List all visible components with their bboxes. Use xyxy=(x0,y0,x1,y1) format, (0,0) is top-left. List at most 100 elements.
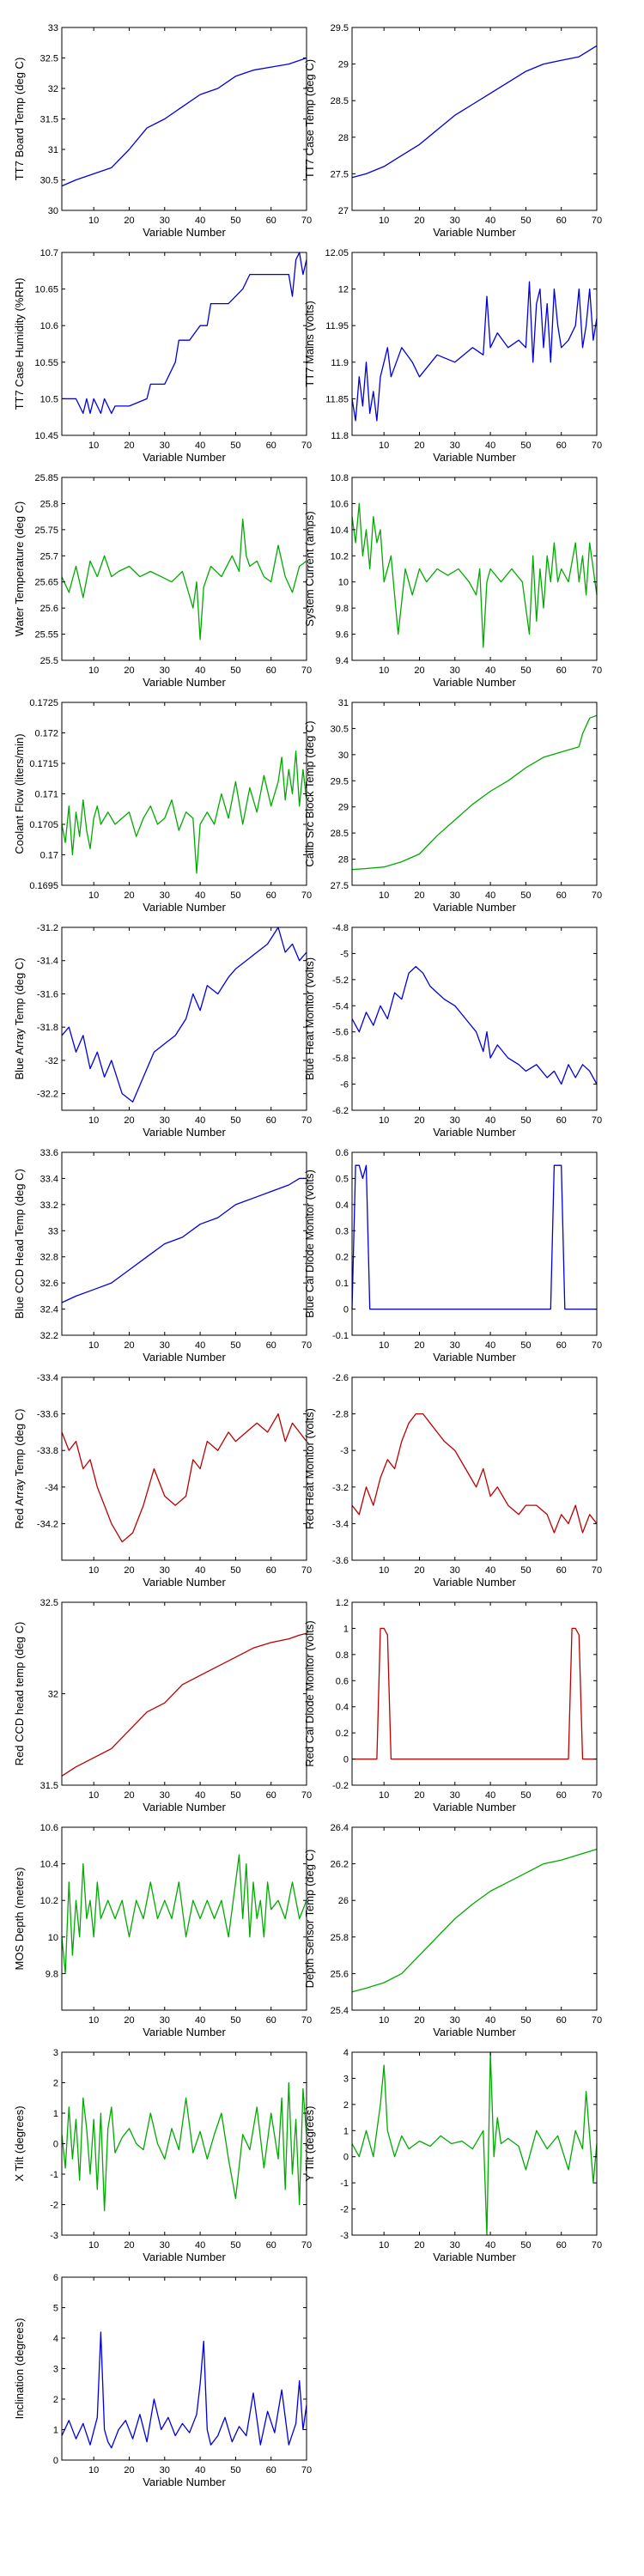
x-tick-label: 50 xyxy=(230,2465,240,2476)
x-tick-label: 50 xyxy=(230,440,240,451)
y-tick-label: 2 xyxy=(53,2395,58,2405)
x-tick-label: 40 xyxy=(485,2015,495,2026)
chart-panel: 10 20 30 40 50 60 70 25.4 25.6 25.8 26 26.2 26.4 Vari… xyxy=(303,1823,602,2038)
x-tick-label: 70 xyxy=(592,1790,602,1801)
x-tick-label: 40 xyxy=(485,216,495,226)
x-tick-label: 30 xyxy=(160,1115,170,1126)
x-tick-label: 70 xyxy=(592,2240,602,2251)
y-tick-label: 0.2 xyxy=(336,1253,349,1263)
axes-frame xyxy=(61,1376,307,1561)
y-tick-label: 6 xyxy=(53,2273,58,2283)
axes-frame xyxy=(61,927,307,1111)
x-tick-label: 40 xyxy=(195,1565,205,1576)
y-tick-label: 5 xyxy=(53,2304,58,2314)
x-tick-label: 40 xyxy=(485,440,495,451)
y-axis-label: Red CCD head temp (deg C) xyxy=(13,1622,26,1766)
chart-panel: 10 20 30 40 50 60 70 -34.2 -34 -33.8 -33.6 -33.4 Var… xyxy=(13,1373,312,1589)
series-line xyxy=(351,1413,598,1534)
y-tick-label: -3 xyxy=(340,1446,349,1456)
x-axis-label: Variable Number xyxy=(433,2251,516,2263)
y-tick-label: 31.5 xyxy=(40,115,58,125)
axes-frame xyxy=(61,1601,307,1786)
x-tick-label: 50 xyxy=(230,1790,240,1801)
x-tick-label: 60 xyxy=(266,1790,276,1801)
x-tick-label: 60 xyxy=(556,2240,567,2251)
x-tick-label: 10 xyxy=(379,216,389,226)
x-tick-label: 70 xyxy=(592,440,602,451)
y-axis-label: TT7 Case Humidity (%RH) xyxy=(13,278,26,410)
x-tick-label: 70 xyxy=(301,2465,312,2476)
y-tick-label: 25.5 xyxy=(40,656,58,666)
y-tick-label: 12 xyxy=(338,285,349,295)
x-tick-label: 40 xyxy=(485,665,495,676)
y-tick-label: 27.5 xyxy=(331,169,349,179)
y-tick-label: 3 xyxy=(343,2074,349,2084)
x-tick-label: 70 xyxy=(592,1565,602,1576)
y-tick-label: 10.2 xyxy=(40,1896,58,1906)
chart-panel: 10 20 30 40 50 60 70 11.8 11.85 11.9 11.95 12 12.05 V… xyxy=(303,248,602,464)
x-tick-label: 20 xyxy=(414,2015,424,2026)
x-axis-label: Variable Number xyxy=(143,2026,226,2038)
y-tick-label: 25.7 xyxy=(40,551,58,562)
x-tick-label: 10 xyxy=(379,440,389,451)
y-tick-label: 29 xyxy=(338,803,349,813)
x-tick-label: 60 xyxy=(266,1565,276,1576)
y-tick-label: -0.2 xyxy=(332,1781,349,1791)
x-tick-label: 30 xyxy=(160,2240,170,2251)
x-tick-label: 40 xyxy=(485,890,495,901)
x-tick-label: 10 xyxy=(379,1790,389,1801)
y-tick-label: 11.9 xyxy=(331,358,349,368)
x-tick-label: 20 xyxy=(124,216,134,226)
x-tick-label: 60 xyxy=(556,2015,567,2026)
x-tick-label: 30 xyxy=(160,2015,170,2026)
y-tick-label: 25.55 xyxy=(34,630,58,641)
y-tick-label: 9.8 xyxy=(336,604,349,614)
axes-frame xyxy=(351,1151,598,1336)
x-tick-label: 50 xyxy=(520,1790,531,1801)
y-tick-label: 32.4 xyxy=(40,1305,58,1315)
x-tick-label: 10 xyxy=(88,665,99,676)
x-tick-label: 10 xyxy=(379,1115,389,1126)
x-axis-label: Variable Number xyxy=(143,676,226,689)
x-tick-label: 20 xyxy=(414,216,424,226)
x-tick-label: 40 xyxy=(195,2015,205,2026)
chart-panel: 10 20 30 40 50 60 70 -0.2 0 0.2 0.4 0.6 0.8 1 1.2 Varia… xyxy=(303,1598,602,1814)
x-tick-label: 10 xyxy=(379,1340,389,1351)
y-tick-label: 26.4 xyxy=(331,1823,349,1833)
x-axis-label: Variable Number xyxy=(143,1576,226,1589)
x-tick-label: 50 xyxy=(520,1565,531,1576)
y-tick-label: 30 xyxy=(48,206,58,216)
x-tick-label: 60 xyxy=(266,2015,276,2026)
chart-panel: 10 20 30 40 50 60 70 -3 -2 -1 0 1 2 3 Variable Number X… xyxy=(13,2048,312,2263)
y-tick-label: -5.2 xyxy=(332,975,349,986)
y-tick-label: -0.1 xyxy=(332,1331,349,1341)
x-tick-label: 30 xyxy=(160,1565,170,1576)
y-tick-label: 10.5 xyxy=(40,394,58,404)
y-tick-label: 0.17 xyxy=(40,851,58,861)
x-tick-label: 30 xyxy=(160,1340,170,1351)
x-tick-label: 30 xyxy=(160,440,170,451)
x-tick-label: 50 xyxy=(230,1565,240,1576)
x-tick-label: 50 xyxy=(520,1115,531,1126)
axes-frame xyxy=(61,2051,307,2236)
x-tick-label: 20 xyxy=(124,2240,134,2251)
y-tick-label: 32 xyxy=(48,1690,58,1700)
x-tick-label: 40 xyxy=(195,890,205,901)
x-tick-label: 50 xyxy=(520,1340,531,1351)
x-tick-label: 30 xyxy=(450,2240,460,2251)
y-tick-label: 33 xyxy=(48,1226,58,1236)
x-tick-label: 70 xyxy=(592,665,602,676)
chart-panel: 10 20 30 40 50 60 70 -6.2 -6 -5.8 -5.6 -5.4 -5.2 -5 -4… xyxy=(303,923,602,1139)
axes-frame xyxy=(351,927,598,1111)
x-tick-label: 70 xyxy=(592,1115,602,1126)
y-axis-label: MOS Depth (meters) xyxy=(13,1868,26,1971)
y-tick-label: 10.6 xyxy=(40,321,58,331)
y-tick-label: -33.8 xyxy=(37,1446,58,1456)
y-axis-label: TT7 Board Temp (deg C) xyxy=(13,58,26,181)
x-axis-label: Variable Number xyxy=(433,676,516,689)
x-tick-label: 10 xyxy=(88,1790,99,1801)
series-line xyxy=(351,714,598,871)
y-tick-label: 0.1 xyxy=(336,1279,349,1289)
x-tick-label: 60 xyxy=(556,216,567,226)
axes-frame xyxy=(351,477,598,661)
